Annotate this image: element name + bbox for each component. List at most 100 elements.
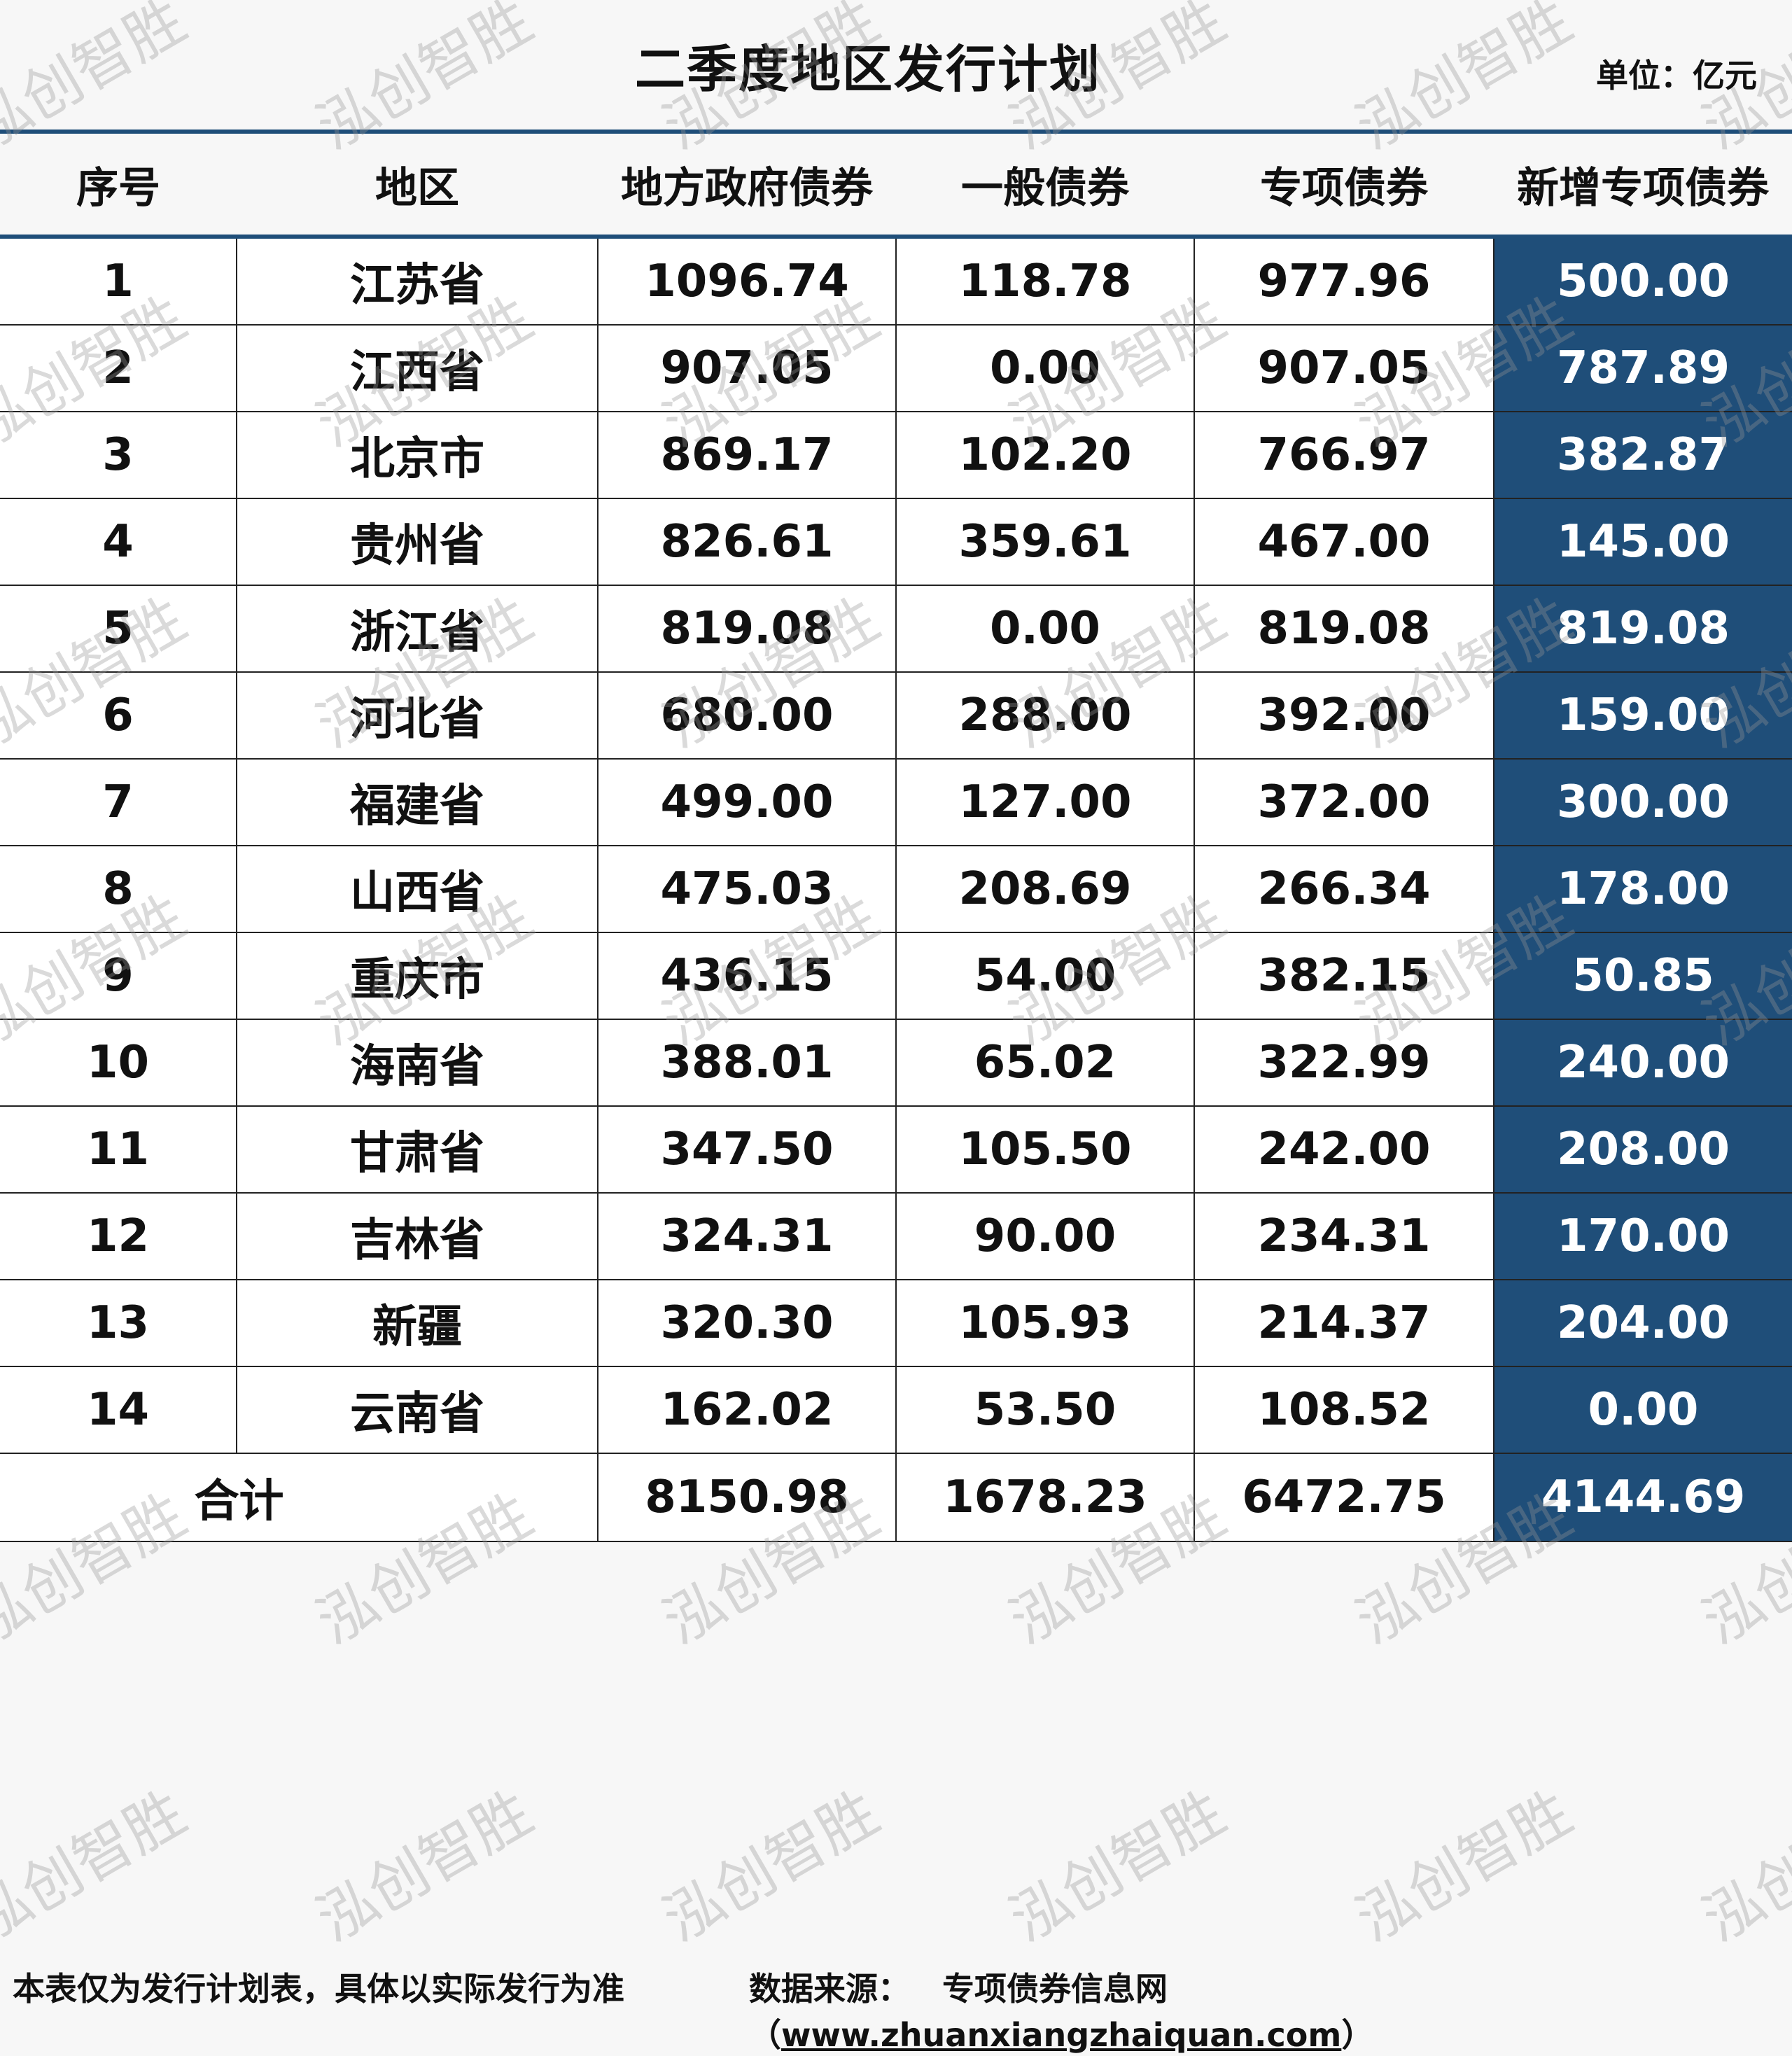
table-row: 4 贵州省 826.61 359.61 467.00 145.00 bbox=[0, 498, 1792, 586]
table-cell: 3 bbox=[0, 411, 237, 499]
table-cell: 288.00 bbox=[895, 671, 1195, 760]
table-cell: 242.00 bbox=[1194, 1105, 1494, 1194]
total-cell: 1678.23 bbox=[895, 1453, 1195, 1542]
table-cell: 13 bbox=[0, 1279, 237, 1367]
table-cell: 贵州省 bbox=[236, 498, 598, 586]
table-cell: 5 bbox=[0, 585, 237, 673]
table-cell: 9 bbox=[0, 932, 237, 1020]
table-cell: 54.00 bbox=[895, 932, 1195, 1020]
table-cell: 347.50 bbox=[597, 1105, 897, 1194]
total-row: 合计 8150.98 1678.23 6472.75 4144.69 bbox=[0, 1453, 1792, 1542]
table-cell: 907.05 bbox=[597, 324, 897, 412]
table-cell: 102.20 bbox=[895, 411, 1195, 499]
table-cell: 500.00 bbox=[1493, 236, 1792, 326]
table-cell: 208.00 bbox=[1493, 1105, 1792, 1194]
watermark: 泓创智胜 bbox=[305, 1777, 544, 1955]
source-label: 数据来源： bbox=[749, 1970, 910, 2008]
table-cell: 127.00 bbox=[895, 758, 1195, 846]
table-cell: 8 bbox=[0, 845, 237, 933]
table-cell: 680.00 bbox=[597, 671, 897, 760]
divider bbox=[0, 130, 1792, 134]
table-cell: 11 bbox=[0, 1105, 237, 1194]
table-cell: 105.93 bbox=[895, 1279, 1195, 1367]
table-cell: 382.15 bbox=[1194, 932, 1494, 1020]
table-cell: 300.00 bbox=[1493, 758, 1792, 846]
column-header: 一般债券 bbox=[896, 134, 1194, 239]
total-label: 合计 bbox=[0, 1453, 598, 1542]
table-cell: 10 bbox=[0, 1019, 237, 1107]
table-cell: 118.78 bbox=[895, 236, 1195, 326]
table-cell: 50.85 bbox=[1493, 932, 1792, 1020]
table-row: 7 福建省 499.00 127.00 372.00 300.00 bbox=[0, 758, 1792, 846]
table-row: 5 浙江省 819.08 0.00 819.08 819.08 bbox=[0, 585, 1792, 673]
table-cell: 108.52 bbox=[1194, 1366, 1494, 1454]
table-cell: 海南省 bbox=[236, 1019, 598, 1107]
table-row: 2 江西省 907.05 0.00 907.05 787.89 bbox=[0, 324, 1792, 412]
table-cell: 234.31 bbox=[1194, 1192, 1494, 1280]
table-cell: 65.02 bbox=[895, 1019, 1195, 1107]
table-cell: 372.00 bbox=[1194, 758, 1494, 846]
table-cell: 7 bbox=[0, 758, 237, 846]
watermark: 泓创智胜 bbox=[1691, 1777, 1792, 1955]
table-header-row: 序号 地区 地方政府债券 一般债券 专项债券 新增专项债券 bbox=[0, 134, 1792, 239]
table-cell: 204.00 bbox=[1493, 1279, 1792, 1367]
table-row: 13 新疆 320.30 105.93 214.37 204.00 bbox=[0, 1279, 1792, 1367]
table-cell: 浙江省 bbox=[236, 585, 598, 673]
table-cell: 766.97 bbox=[1194, 411, 1494, 499]
table-cell: 467.00 bbox=[1194, 498, 1494, 586]
table-cell: 14 bbox=[0, 1366, 237, 1454]
issuance-table: 序号 地区 地方政府债券 一般债券 专项债券 新增专项债券 1 江苏省 1096.74 118.… bbox=[0, 134, 1792, 1542]
table-cell: 826.61 bbox=[597, 498, 897, 586]
table-row: 10 海南省 388.01 65.02 322.99 240.00 bbox=[0, 1019, 1792, 1107]
table-cell: 145.00 bbox=[1493, 498, 1792, 586]
table-cell: 6 bbox=[0, 671, 237, 760]
table-cell: 382.87 bbox=[1493, 411, 1792, 499]
table-cell: 240.00 bbox=[1493, 1019, 1792, 1107]
table-cell: 甘肃省 bbox=[236, 1105, 598, 1194]
table-cell: 320.30 bbox=[597, 1279, 897, 1367]
table-row: 12 吉林省 324.31 90.00 234.31 170.00 bbox=[0, 1192, 1792, 1280]
table-cell: 福建省 bbox=[236, 758, 598, 846]
table-cell: 山西省 bbox=[236, 845, 598, 933]
watermark: 泓创智胜 bbox=[0, 1777, 197, 1955]
table-cell: 322.99 bbox=[1194, 1019, 1494, 1107]
table-row: 1 江苏省 1096.74 118.78 977.96 500.00 bbox=[0, 236, 1792, 326]
table-cell: 新疆 bbox=[236, 1279, 598, 1367]
table-cell: 江苏省 bbox=[236, 236, 598, 326]
column-header: 地方政府债券 bbox=[598, 134, 896, 239]
table-row: 8 山西省 475.03 208.69 266.34 178.00 bbox=[0, 845, 1792, 933]
footer-note: 本表仅为发行计划表，具体以实际发行为准 bbox=[13, 1970, 624, 2008]
table-cell: 819.08 bbox=[1493, 585, 1792, 673]
column-header: 专项债券 bbox=[1194, 134, 1494, 239]
table-cell: 359.61 bbox=[895, 498, 1195, 586]
table-cell: 云南省 bbox=[236, 1366, 598, 1454]
table-cell: 499.00 bbox=[597, 758, 897, 846]
table-cell: 159.00 bbox=[1493, 671, 1792, 760]
page-title: 二季度地区发行计划 bbox=[634, 40, 1101, 99]
watermark: 泓创智胜 bbox=[1345, 1777, 1583, 1955]
table-cell: 178.00 bbox=[1493, 845, 1792, 933]
table-cell: 869.17 bbox=[597, 411, 897, 499]
table-cell: 53.50 bbox=[895, 1366, 1195, 1454]
table-cell: 162.02 bbox=[597, 1366, 897, 1454]
table-cell: 0.00 bbox=[895, 324, 1195, 412]
table-cell: 2 bbox=[0, 324, 237, 412]
table-row: 14 云南省 162.02 53.50 108.52 0.00 bbox=[0, 1366, 1792, 1454]
table-cell: 0.00 bbox=[895, 585, 1195, 673]
footer-source: 数据来源： 专项债券信息网（www.zhuanxiangzhaiquan.com… bbox=[749, 1964, 1792, 2056]
table-cell: 214.37 bbox=[1194, 1279, 1494, 1367]
table-cell: 787.89 bbox=[1493, 324, 1792, 412]
table-cell: 北京市 bbox=[236, 411, 598, 499]
table-cell: 170.00 bbox=[1493, 1192, 1792, 1280]
table-cell: 475.03 bbox=[597, 845, 897, 933]
table-row: 11 甘肃省 347.50 105.50 242.00 208.00 bbox=[0, 1105, 1792, 1194]
table-cell: 90.00 bbox=[895, 1192, 1195, 1280]
watermark: 泓创智胜 bbox=[652, 1777, 890, 1955]
table-cell: 208.69 bbox=[895, 845, 1195, 933]
table-cell: 324.31 bbox=[597, 1192, 897, 1280]
table-cell: 819.08 bbox=[597, 585, 897, 673]
source-link[interactable]: www.zhuanxiangzhaiquan.com bbox=[781, 2016, 1342, 2054]
table-row: 6 河北省 680.00 288.00 392.00 159.00 bbox=[0, 671, 1792, 760]
table-cell: 436.15 bbox=[597, 932, 897, 1020]
table-cell: 4 bbox=[0, 498, 237, 586]
